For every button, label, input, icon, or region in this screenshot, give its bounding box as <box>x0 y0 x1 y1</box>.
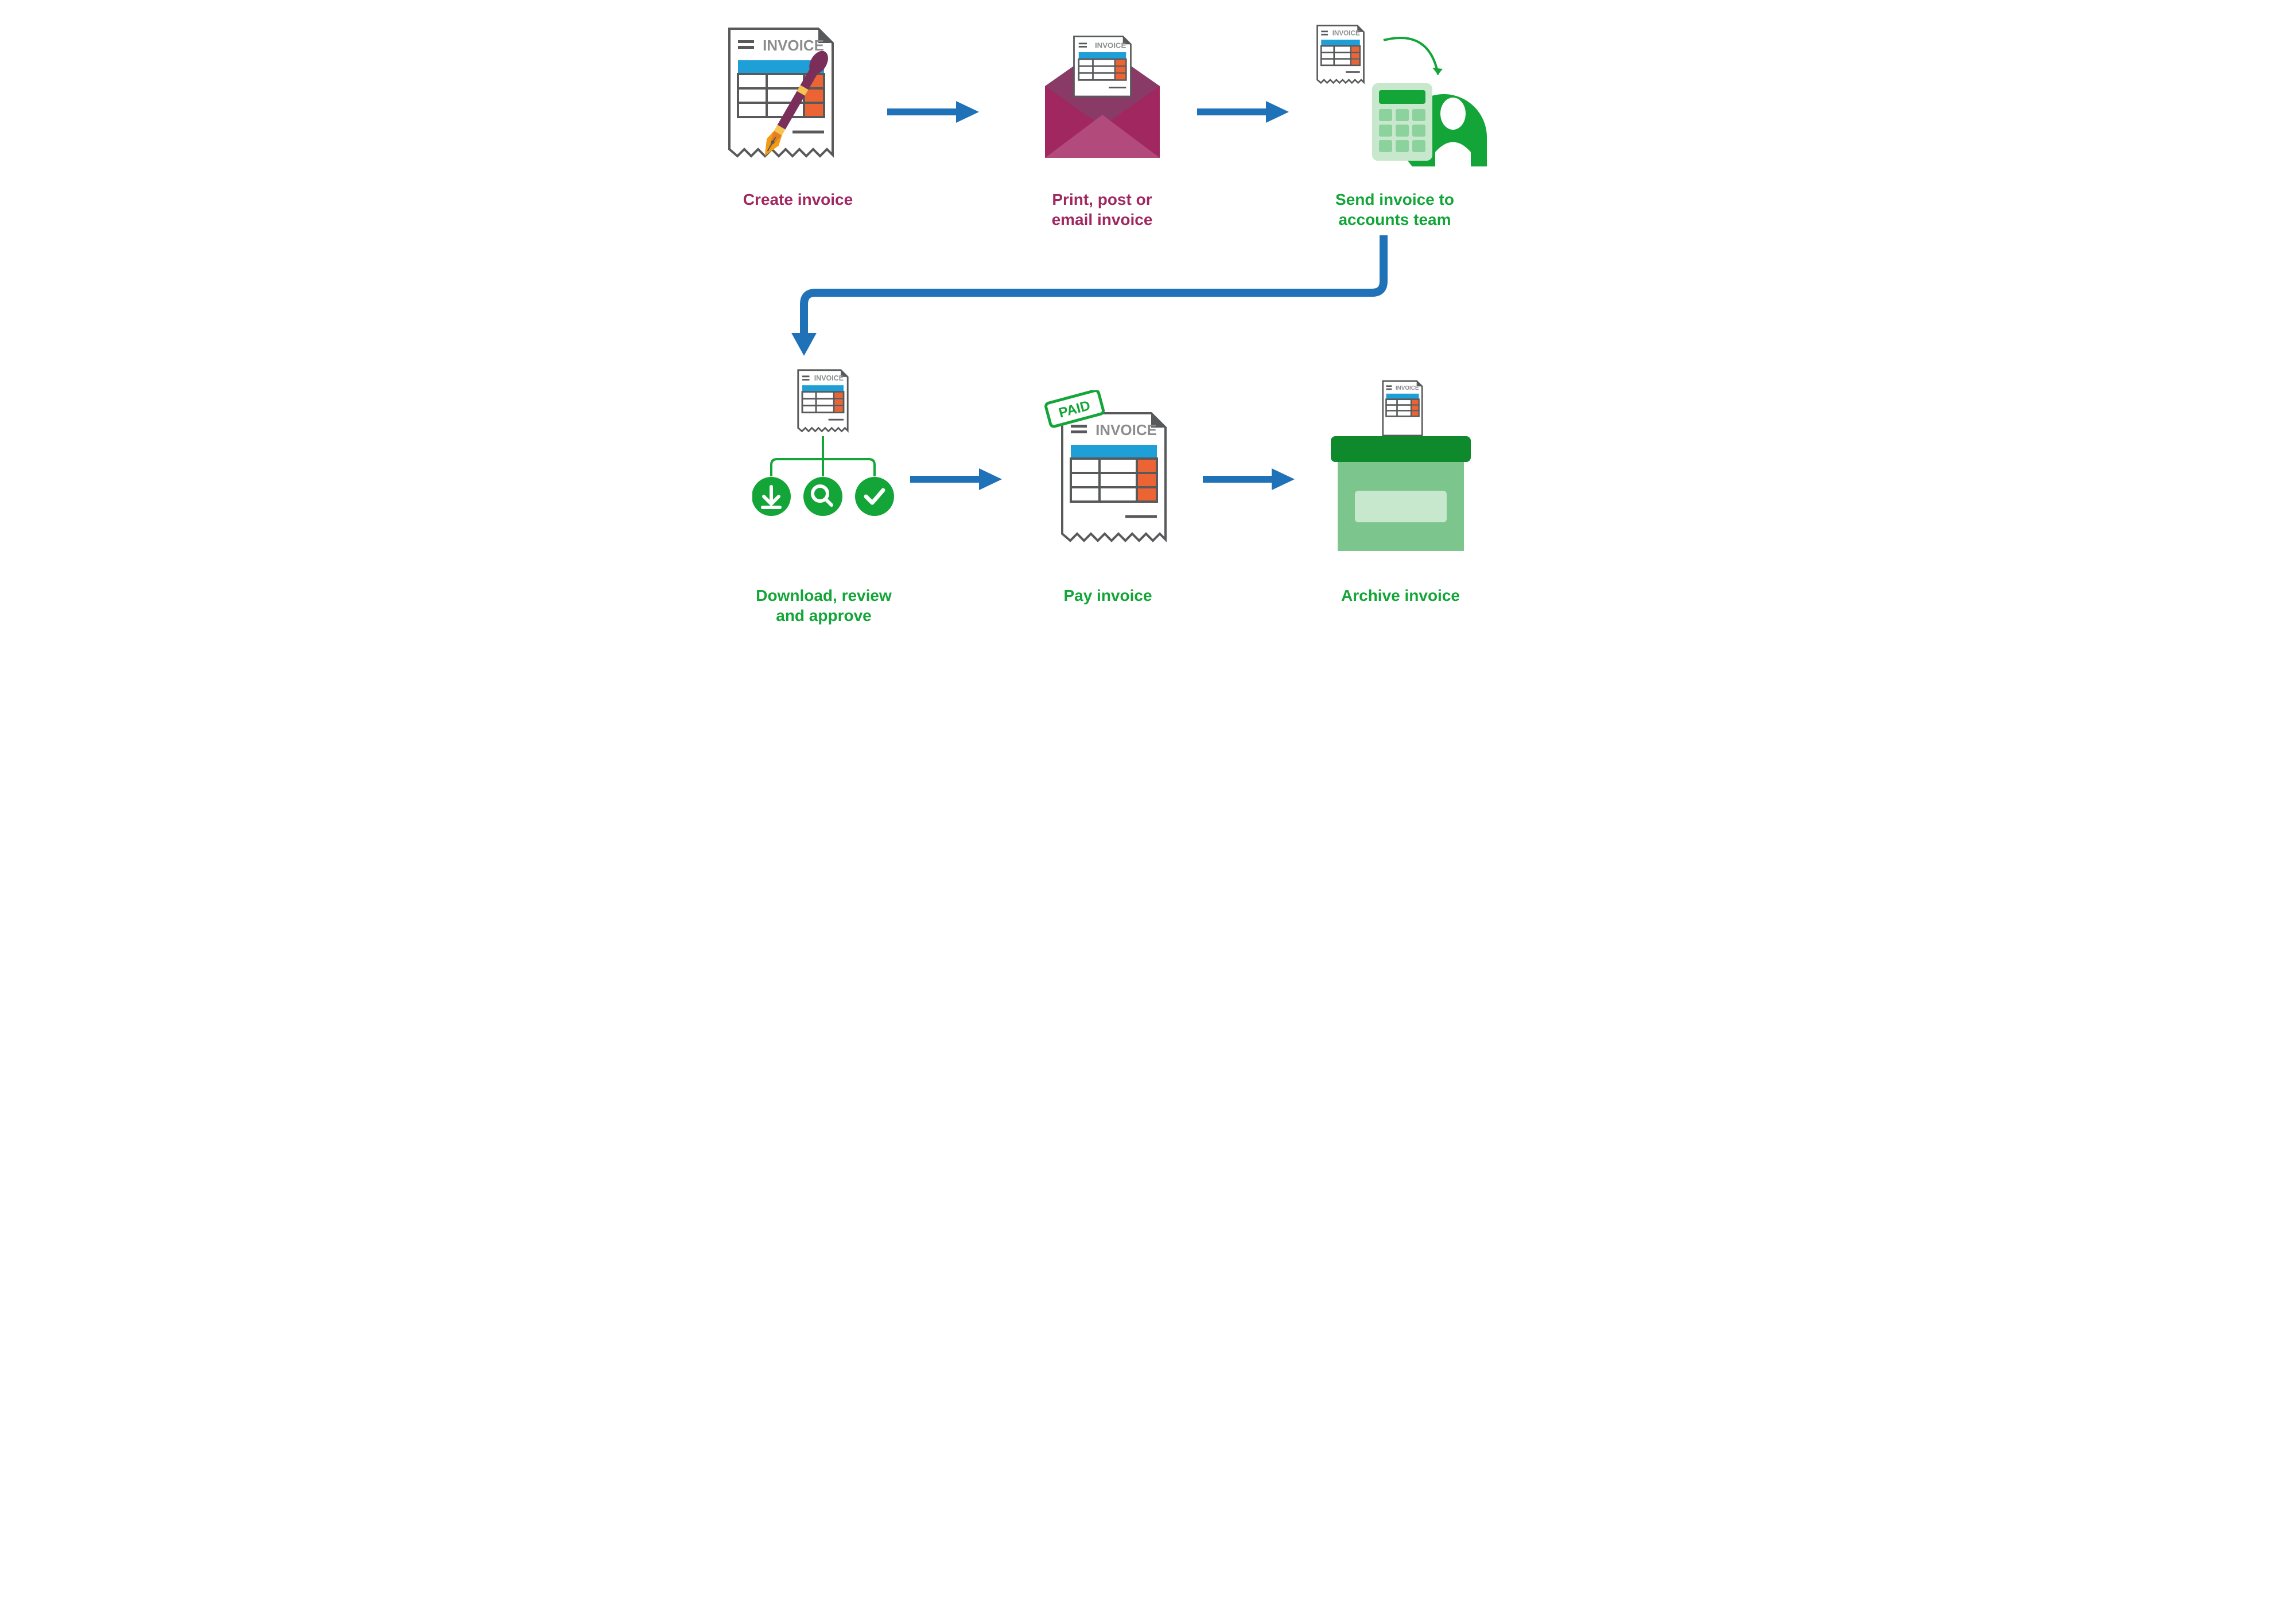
step-archive-icon: INVOICE <box>1326 379 1475 562</box>
arrow-5 <box>1200 465 1297 494</box>
step-create-icon: INVOICE <box>724 23 856 172</box>
arrow-3 <box>775 235 1407 362</box>
label-pay: Pay invoice <box>1051 585 1166 606</box>
flowchart-canvas: INVOICE <box>718 23 1579 631</box>
step-review-icon: INVOICE <box>752 367 896 574</box>
download-icon <box>752 477 791 516</box>
arrow-4 <box>907 465 1005 494</box>
svg-text:INVOICE: INVOICE <box>763 37 824 54</box>
step-send-icon: INVOICE <box>1028 23 1177 172</box>
svg-text:INVOICE: INVOICE <box>1332 30 1359 37</box>
label-archive: Archive invoice <box>1332 585 1470 606</box>
label-send: Print, post oremail invoice <box>1039 189 1166 230</box>
svg-text:INVOICE: INVOICE <box>1095 421 1157 438</box>
label-review: Download, reviewand approve <box>741 585 907 626</box>
arrow-2 <box>1194 98 1292 126</box>
step-pay-icon: INVOICE PAID <box>1039 390 1177 557</box>
search-icon <box>803 477 842 516</box>
step-accounts-icon: INVOICE <box>1315 23 1487 172</box>
label-accounts: Send invoice toaccounts team <box>1326 189 1464 230</box>
check-icon <box>855 477 894 516</box>
arrow-1 <box>884 98 982 126</box>
svg-text:INVOICE: INVOICE <box>814 374 843 382</box>
label-create: Create invoice <box>735 189 861 209</box>
svg-text:INVOICE: INVOICE <box>1395 385 1419 391</box>
svg-text:INVOICE: INVOICE <box>1095 41 1126 49</box>
